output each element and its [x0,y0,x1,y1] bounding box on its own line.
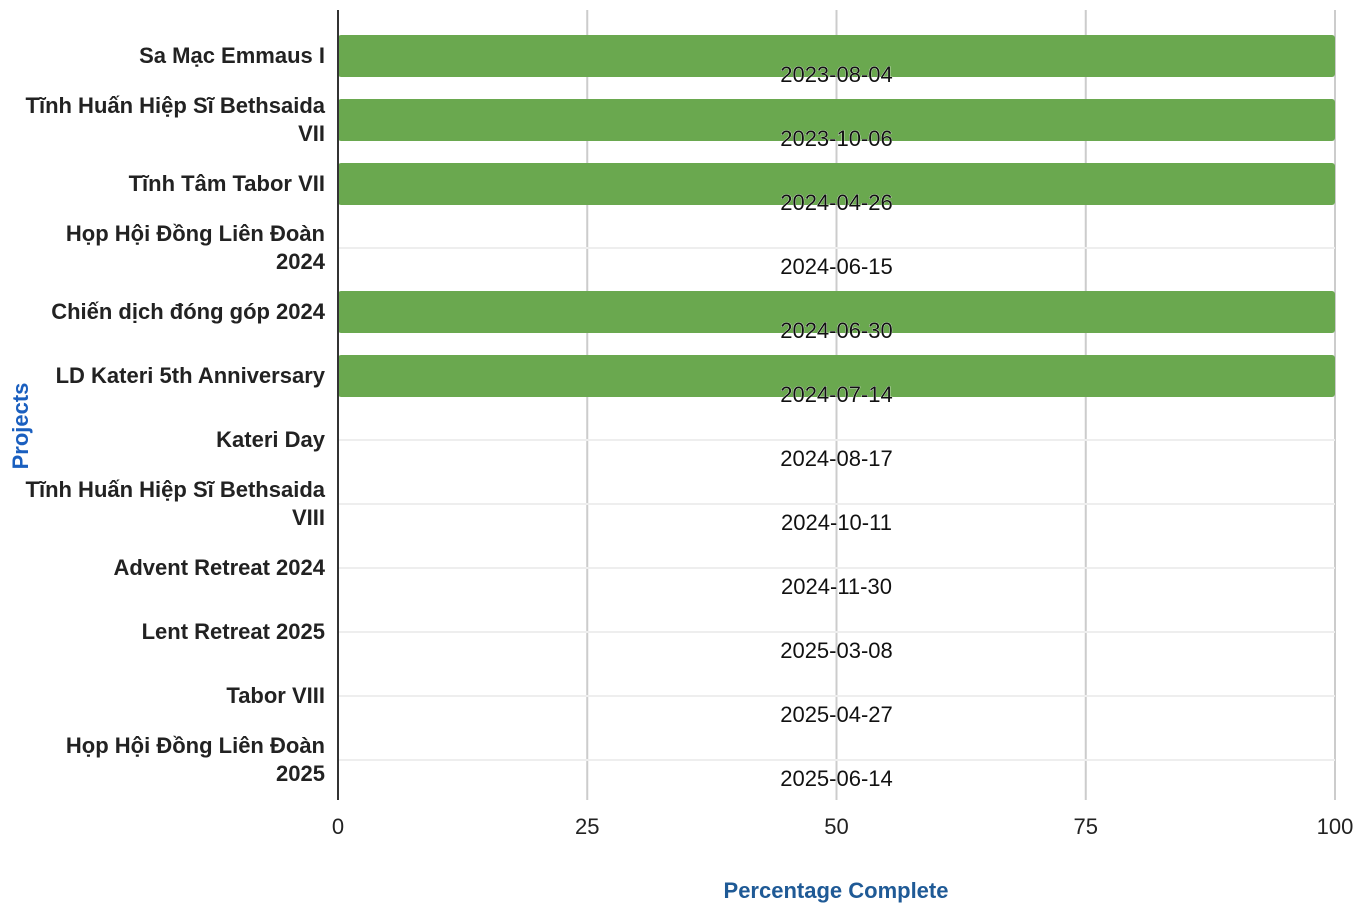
x-axis-label: Percentage Complete [724,878,949,903]
date-label: 2025-06-14 [780,766,893,791]
date-label: 2024-06-30 [780,318,893,343]
bar [338,291,1335,333]
y-tick-label: Chiến dịch đóng góp 2024 [51,299,325,324]
y-tick-label: Tĩnh Tâm Tabor VII [128,171,325,196]
y-tick-label: Advent Retreat 2024 [113,555,325,580]
y-axis-label: Projects [8,383,33,470]
date-label: 2023-10-06 [780,126,893,151]
date-label: 2024-04-26 [780,190,893,215]
date-label: 2024-07-14 [780,382,893,407]
date-label: 2025-03-08 [780,638,893,663]
y-tick-label: Lent Retreat 2025 [141,619,325,644]
date-label: 2024-10-11 [781,510,892,535]
y-tick-label: Tabor VIII [226,683,325,708]
date-label: 2023-08-04 [780,62,893,87]
date-label: 2025-04-27 [780,702,893,727]
y-tick-label: Tĩnh Huấn Hiệp Sĩ Bethsaida VIII [25,477,325,530]
date-label: 2024-06-15 [780,254,893,279]
x-tick-label: 100 [1317,814,1354,839]
date-label: 2024-08-17 [780,446,893,471]
bar [338,99,1335,141]
x-tick-label: 75 [1074,814,1098,839]
x-tick-label: 0 [332,814,344,839]
x-tick-label: 50 [824,814,848,839]
bar [338,355,1335,397]
y-tick-label: Sa Mạc Emmaus I [139,43,325,68]
y-tick-label: LD Kateri 5th Anniversary [55,363,325,388]
bar [338,35,1335,77]
x-tick-label: 25 [575,814,599,839]
y-tick-label: Tĩnh Huấn Hiệp Sĩ Bethsaida VII [25,93,325,146]
y-tick-label: Họp Hội Đồng Liên Đoàn 2025 [65,733,325,786]
date-label: 2024-11-30 [781,574,892,599]
y-tick-label: Họp Hội Đồng Liên Đoàn 2024 [65,221,325,274]
y-tick-label: Kateri Day [216,427,325,452]
bar [338,163,1335,205]
